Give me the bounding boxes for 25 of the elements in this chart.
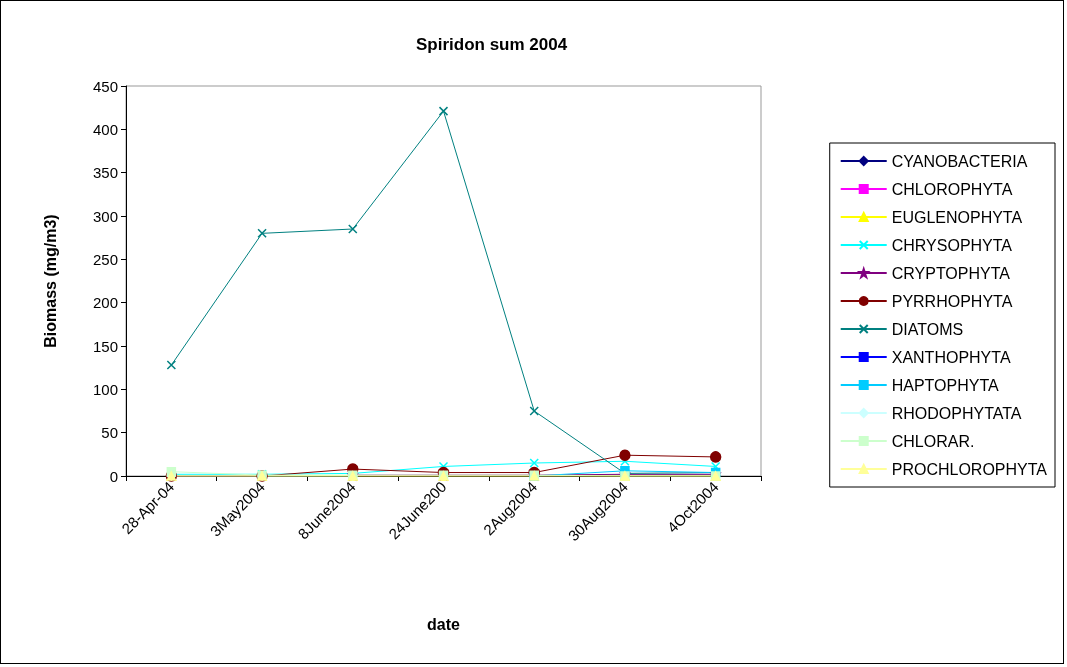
legend-label: CHLORAR. <box>891 432 975 450</box>
y-tick-label: 50 <box>101 424 118 442</box>
legend-label: CYANOBACTERIA <box>891 152 1028 170</box>
legend-label: CHRYSOPHYTA <box>891 236 1013 254</box>
y-tick-label: 250 <box>92 250 118 268</box>
legend-label: DIATOMS <box>891 320 964 338</box>
legend-label: CHLOROPHYTA <box>891 180 1013 198</box>
y-tick-label: 100 <box>92 380 118 398</box>
y-tick-label: 300 <box>92 207 118 225</box>
y-tick-label: 0 <box>109 467 118 485</box>
legend-label: RHODOPHYTATA <box>891 404 1022 422</box>
legend-label: XANTHOPHYTA <box>891 348 1011 366</box>
y-tick-label: 350 <box>92 164 118 182</box>
legend-label: EUGLENOPHYTA <box>891 208 1023 226</box>
chart-title: Spiridon sum 2004 <box>416 35 568 54</box>
legend-label: HAPTOPHYTA <box>891 376 1000 394</box>
legend-label: CRYPTOPHYTA <box>891 264 1011 282</box>
y-tick-label: 150 <box>92 337 118 355</box>
y-tick-label: 200 <box>92 294 118 312</box>
legend-label: PROCHLOROPHYTA <box>891 460 1048 478</box>
y-tick-label: 450 <box>92 77 118 95</box>
x-axis-title: date <box>427 615 461 633</box>
y-tick-label: 400 <box>92 120 118 138</box>
legend-label: PYRRHOPHYTA <box>891 292 1013 310</box>
y-axis-title: Biomass (mg/m3) <box>41 214 59 348</box>
